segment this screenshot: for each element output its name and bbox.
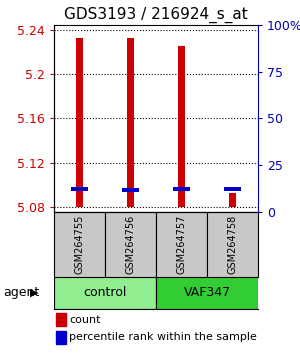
Title: GDS3193 / 216924_s_at: GDS3193 / 216924_s_at xyxy=(64,7,248,23)
Text: ▶: ▶ xyxy=(30,288,38,298)
Bar xyxy=(122,188,140,192)
Text: GSM264757: GSM264757 xyxy=(176,215,187,274)
Bar xyxy=(230,194,236,207)
Text: GSM264758: GSM264758 xyxy=(227,215,238,274)
Text: control: control xyxy=(83,286,127,299)
Bar xyxy=(178,46,184,207)
Bar xyxy=(76,38,82,207)
Bar xyxy=(156,212,207,276)
Text: GSM264756: GSM264756 xyxy=(125,215,136,274)
Bar xyxy=(128,38,134,207)
Bar xyxy=(207,212,258,276)
Bar xyxy=(56,331,66,344)
Text: GSM264755: GSM264755 xyxy=(74,215,85,274)
Text: VAF347: VAF347 xyxy=(183,286,231,299)
Bar xyxy=(224,187,242,191)
Bar xyxy=(70,187,88,191)
Bar xyxy=(105,212,156,276)
Bar xyxy=(172,187,190,191)
Bar xyxy=(54,276,156,309)
Text: count: count xyxy=(69,314,101,325)
Text: agent: agent xyxy=(3,286,39,299)
Text: percentile rank within the sample: percentile rank within the sample xyxy=(69,332,257,342)
Bar xyxy=(56,313,66,326)
Bar xyxy=(54,212,105,276)
Bar xyxy=(156,276,258,309)
